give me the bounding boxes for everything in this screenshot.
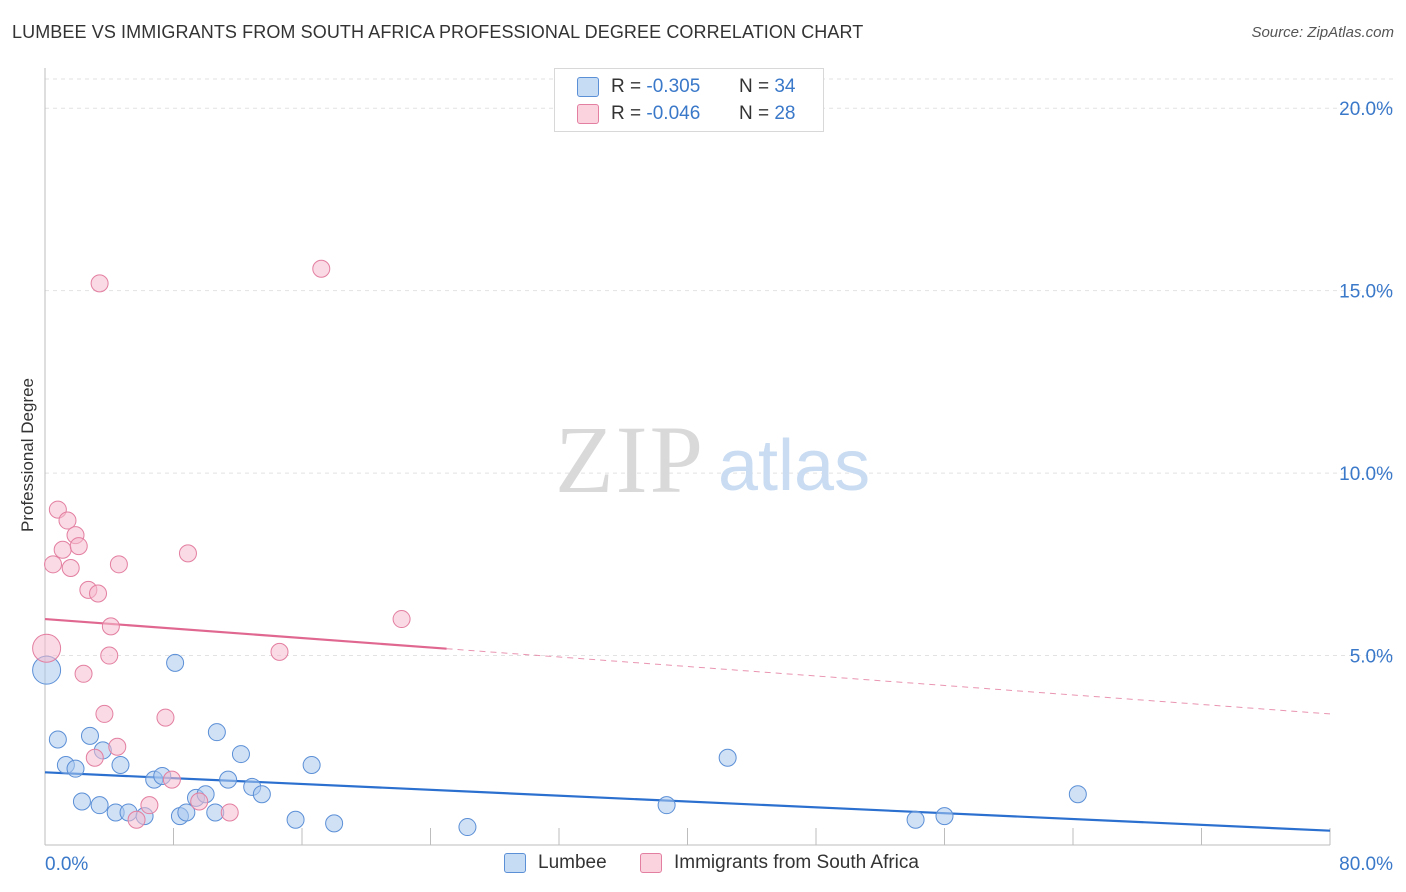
grid-lines bbox=[45, 78, 1394, 657]
legend-swatch-south-africa bbox=[577, 104, 599, 124]
data-point-lumbee bbox=[252, 785, 271, 804]
axes bbox=[44, 68, 1331, 846]
data-point-south-africa bbox=[58, 511, 77, 530]
data-point-south-africa bbox=[178, 544, 197, 563]
y-tick-label: 5.0% bbox=[1350, 647, 1393, 668]
legend-n-label: N = bbox=[738, 76, 770, 97]
data-point-lumbee bbox=[286, 810, 305, 829]
data-point-south-africa bbox=[53, 540, 72, 559]
data-point-south-africa bbox=[162, 770, 181, 789]
bottom-legend-swatch-south-africa bbox=[640, 853, 662, 873]
legend-r-label: R = bbox=[611, 76, 642, 97]
data-point-south-africa bbox=[156, 708, 175, 727]
data-points bbox=[32, 259, 1087, 837]
data-point-lumbee bbox=[219, 770, 238, 789]
tick-labels: 5.0% 10.0% 15.0% 20.0% 0.0% 80.0% bbox=[45, 99, 1393, 875]
bottom-legend-swatch-lumbee bbox=[504, 853, 526, 873]
chart-title: LUMBEE VS IMMIGRANTS FROM SOUTH AFRICA P… bbox=[12, 22, 864, 42]
watermark-atlas: atlas bbox=[718, 426, 870, 506]
x-tick-label: 80.0% bbox=[1339, 854, 1393, 875]
watermark-zip: ZIP bbox=[555, 406, 705, 513]
data-point-lumbee bbox=[325, 814, 344, 833]
legend-n-value: 34 bbox=[774, 76, 796, 97]
data-point-lumbee bbox=[111, 756, 130, 775]
data-point-lumbee bbox=[231, 745, 250, 764]
data-point-south-africa bbox=[32, 633, 62, 663]
correlation-legend: R = -0.305 N = 34 R = -0.046 N = 28 bbox=[554, 68, 824, 132]
data-point-lumbee bbox=[906, 810, 925, 829]
legend-row-south-africa: R = -0.046 N = 28 bbox=[577, 102, 795, 126]
legend-row-lumbee: R = -0.305 N = 34 bbox=[577, 75, 795, 99]
data-point-south-africa bbox=[74, 664, 93, 683]
data-point-south-africa bbox=[90, 274, 109, 293]
y-tick-label: 20.0% bbox=[1339, 99, 1393, 120]
data-point-lumbee bbox=[718, 748, 737, 767]
data-point-south-africa bbox=[140, 796, 159, 815]
data-point-south-africa bbox=[61, 558, 80, 577]
data-point-lumbee bbox=[302, 756, 321, 775]
data-point-south-africa bbox=[109, 555, 128, 574]
bottom-legend-south-africa: Immigrants from South Africa bbox=[640, 852, 919, 874]
legend-r-value: -0.046 bbox=[646, 103, 701, 124]
legend-n-label: N = bbox=[738, 103, 770, 124]
data-point-south-africa bbox=[270, 642, 289, 661]
data-point-lumbee bbox=[207, 723, 226, 742]
data-point-lumbee bbox=[66, 759, 85, 778]
data-point-south-africa bbox=[101, 617, 120, 636]
y-tick-label: 10.0% bbox=[1339, 464, 1393, 485]
data-point-south-africa bbox=[220, 803, 239, 822]
data-point-south-africa bbox=[108, 737, 127, 756]
data-point-lumbee bbox=[80, 726, 99, 745]
data-point-lumbee bbox=[458, 818, 477, 837]
data-point-south-africa bbox=[392, 610, 411, 629]
data-point-lumbee bbox=[177, 803, 196, 822]
watermark: ZIP atlas bbox=[555, 406, 870, 513]
data-point-south-africa bbox=[85, 748, 104, 767]
bottom-legend-label-south-africa: Immigrants from South Africa bbox=[674, 852, 919, 873]
data-point-lumbee bbox=[72, 792, 91, 811]
trend-line-lumbee bbox=[44, 771, 1331, 832]
data-point-lumbee bbox=[935, 807, 954, 826]
y-tick-label: 15.0% bbox=[1339, 282, 1393, 303]
data-point-lumbee bbox=[166, 653, 185, 672]
legend-r-value: -0.305 bbox=[646, 76, 701, 97]
data-point-lumbee bbox=[48, 730, 67, 749]
data-point-south-africa bbox=[312, 259, 331, 278]
data-point-lumbee bbox=[90, 796, 109, 815]
data-point-south-africa bbox=[89, 584, 108, 603]
data-point-south-africa bbox=[190, 792, 209, 811]
chart-source: Source: ZipAtlas.com bbox=[1251, 24, 1394, 41]
data-point-lumbee bbox=[1068, 785, 1087, 804]
bottom-legend-label-lumbee: Lumbee bbox=[538, 852, 607, 873]
x-tick-label: 0.0% bbox=[45, 854, 88, 875]
data-point-south-africa bbox=[127, 810, 146, 829]
trend-line-dashed-south-africa bbox=[446, 648, 1331, 715]
data-point-south-africa bbox=[100, 646, 119, 665]
legend-r-label: R = bbox=[611, 103, 642, 124]
data-point-south-africa bbox=[44, 555, 63, 574]
legend-swatch-lumbee bbox=[577, 77, 599, 97]
trend-lines bbox=[44, 617, 1331, 832]
data-point-south-africa bbox=[95, 704, 114, 723]
bottom-legend-lumbee: Lumbee bbox=[504, 852, 607, 874]
data-point-lumbee bbox=[657, 796, 676, 815]
data-point-south-africa bbox=[69, 537, 88, 556]
legend-n-value: 28 bbox=[774, 103, 796, 124]
